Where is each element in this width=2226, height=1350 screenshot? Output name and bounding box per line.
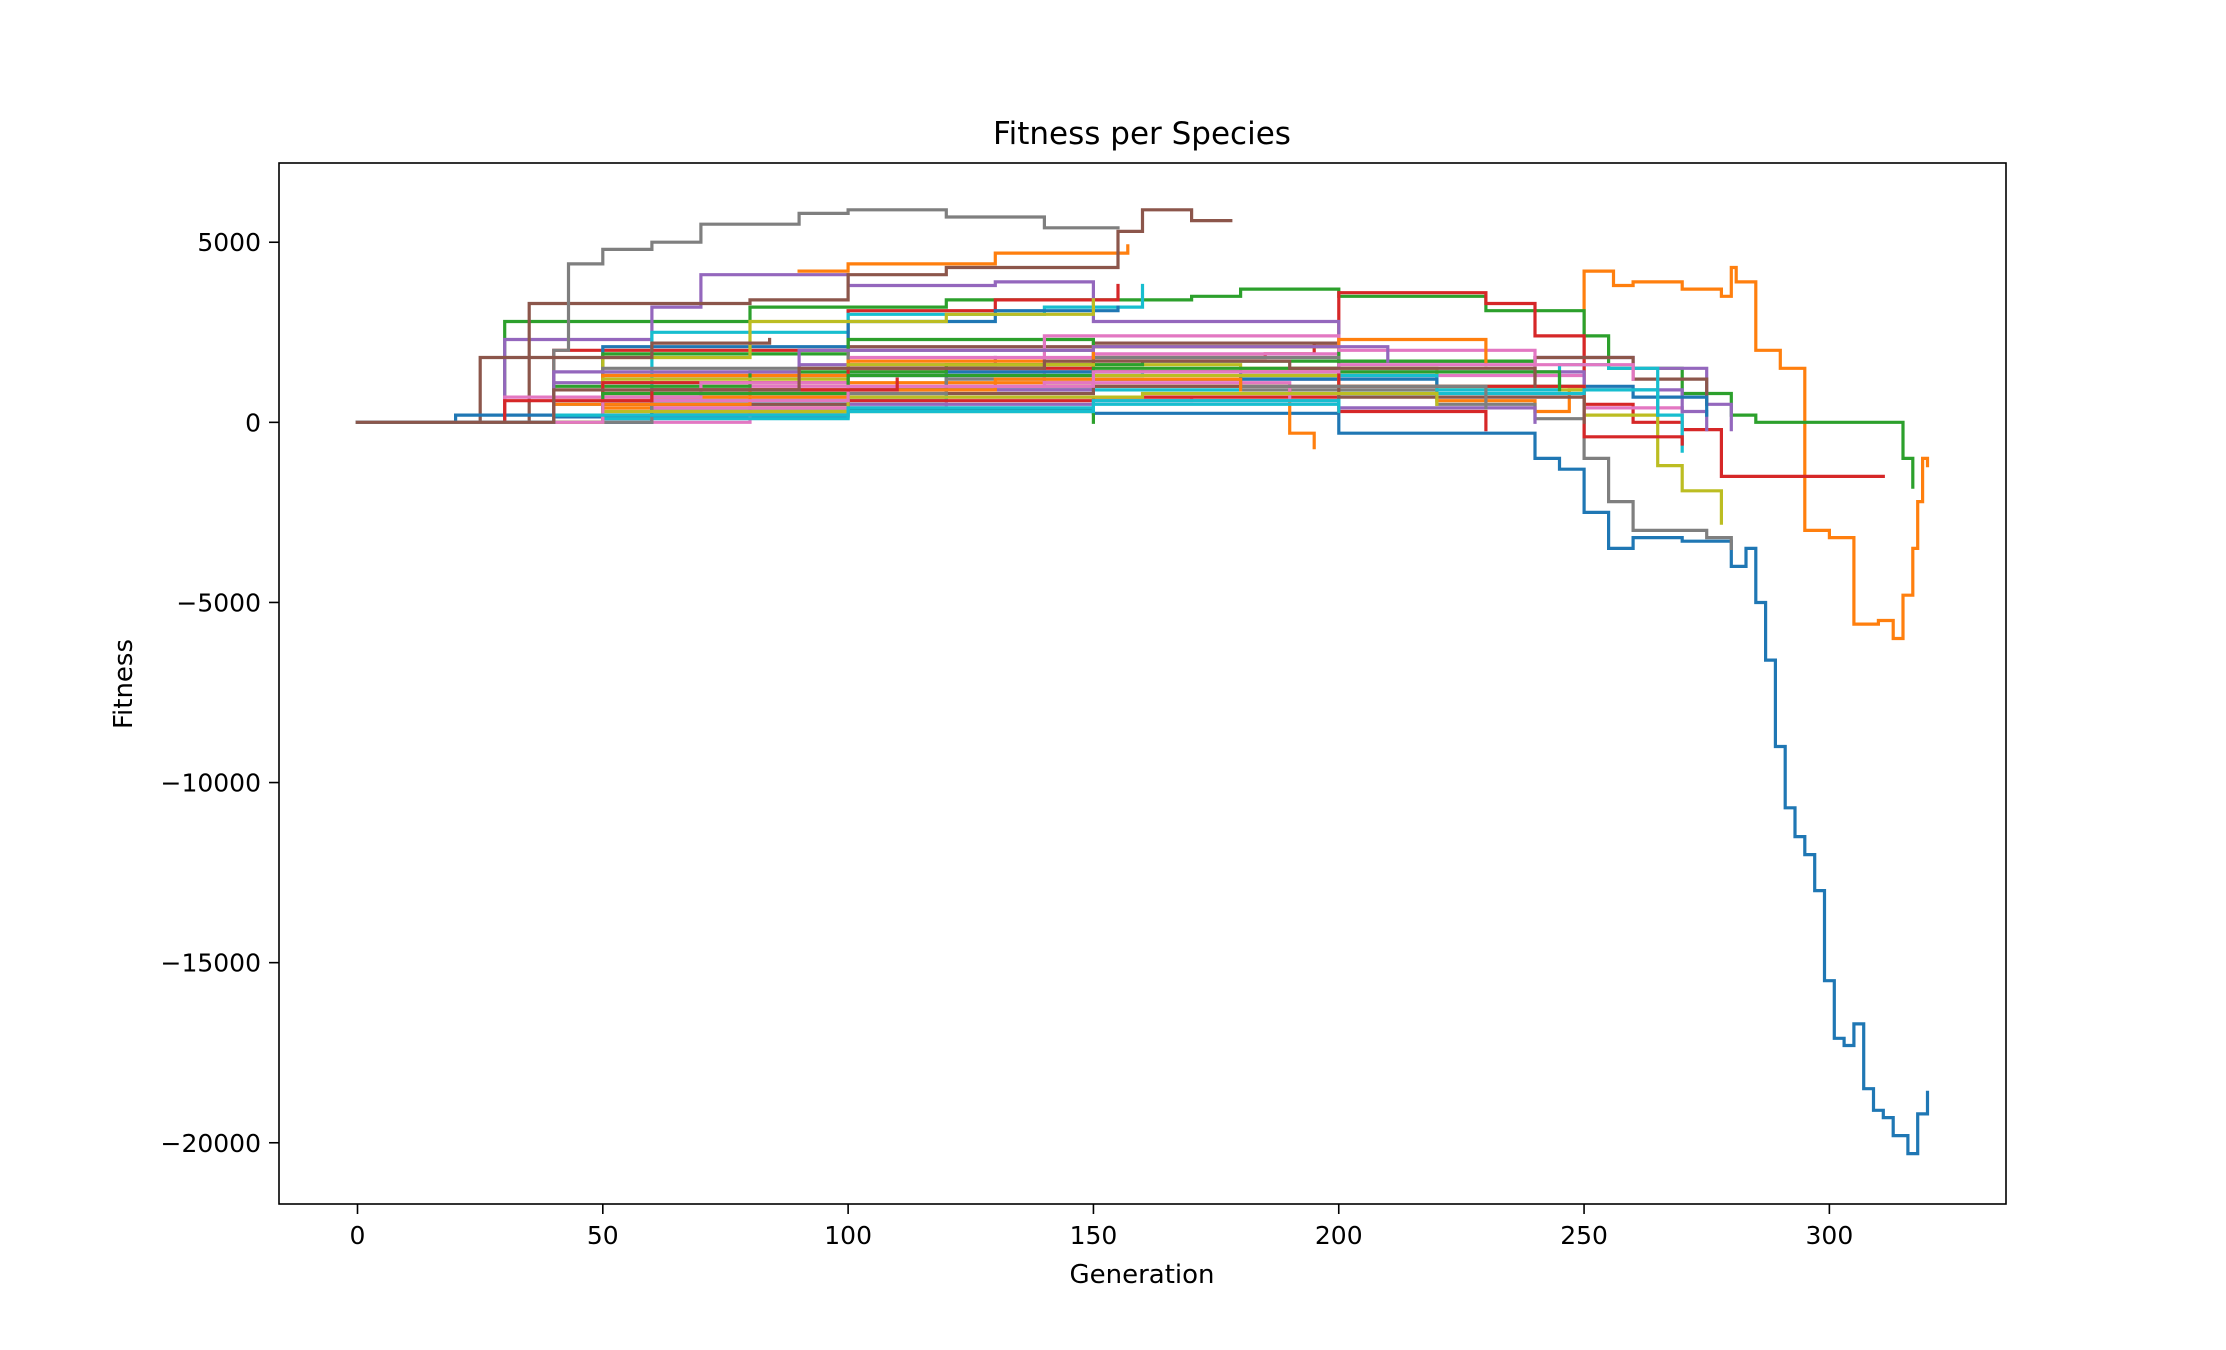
x-tick-label: 0 [350, 1221, 366, 1250]
y-tick-label: −5000 [176, 588, 261, 617]
series-line-14 [355, 208, 1120, 424]
x-axis-label: Generation [1069, 1260, 1214, 1290]
series-lines [355, 208, 1930, 1156]
x-tick-label: 300 [1806, 1221, 1854, 1250]
y-tick-label: −10000 [161, 769, 261, 798]
series-line-3 [797, 244, 1130, 273]
series-line-47 [355, 359, 1537, 424]
series-line-10 [355, 208, 1233, 424]
x-tick-label: 200 [1315, 1221, 1363, 1250]
series-line-1 [355, 408, 1930, 1156]
chart-title: Fitness per Species [993, 116, 1291, 152]
x-tick-label: 250 [1560, 1221, 1608, 1250]
y-tick-label: 5000 [197, 228, 261, 257]
y-axis-label: Fitness [109, 639, 139, 729]
axis-ticks: 0 50 100 150 200 250 300 5000 0 −5000 −10000 −15000… [161, 228, 1854, 1250]
x-tick-label: 150 [1070, 1221, 1118, 1250]
series-line-44 [355, 363, 1635, 424]
y-tick-label: 0 [245, 408, 261, 437]
plot-frame [278, 162, 2007, 1205]
x-tick-label: 50 [587, 1221, 619, 1250]
x-tick-label: 100 [824, 1221, 872, 1250]
y-tick-label: −20000 [161, 1129, 261, 1158]
y-tick-label: −15000 [161, 949, 261, 978]
